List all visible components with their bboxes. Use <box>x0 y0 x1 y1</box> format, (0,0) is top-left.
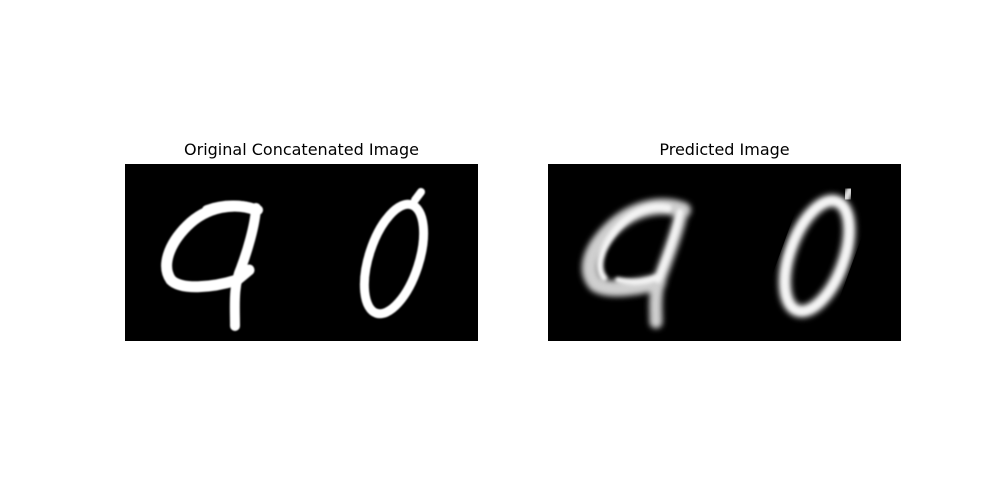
predicted-image <box>548 164 901 341</box>
predicted-digit-nine <box>581 198 691 329</box>
original-image-panel: Original Concatenated Image <box>125 138 478 341</box>
original-image-title: Original Concatenated Image <box>184 140 419 159</box>
original-digit-nine <box>161 200 263 331</box>
predicted-digit-zero <box>778 186 856 318</box>
original-digit-zero <box>359 188 429 319</box>
predicted-image-title: Predicted Image <box>659 140 790 159</box>
predicted-image-panel: Predicted Image <box>548 138 901 341</box>
original-concatenated-image <box>125 164 478 341</box>
